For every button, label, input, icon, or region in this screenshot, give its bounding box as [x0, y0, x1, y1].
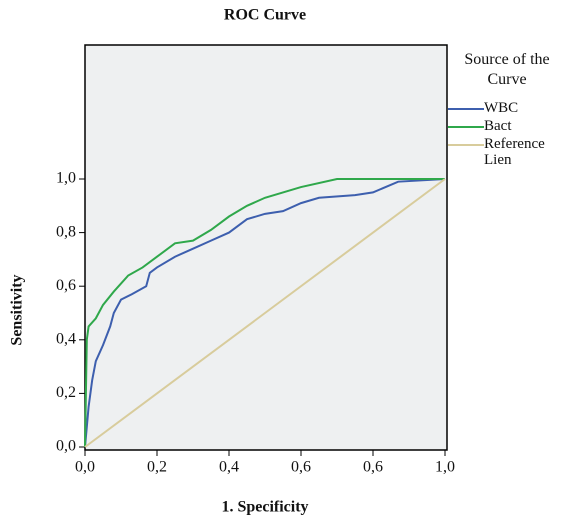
legend-label: Bact — [484, 118, 512, 134]
chart-title: ROC Curve — [224, 7, 306, 24]
y-tick-label: 0,4 — [56, 330, 76, 347]
y-tick-label: 0,0 — [56, 438, 76, 455]
legend-title: Source of the Curve — [464, 51, 550, 88]
legend-label: WBC — [484, 100, 519, 116]
y-tick-label: 1,0 — [56, 170, 76, 187]
y-tick-label: 0,2 — [56, 384, 76, 401]
legend-label: Reference Lien — [484, 136, 545, 168]
x-tick-label: 0,4 — [219, 459, 239, 476]
roc-line — [84, 178, 446, 448]
x-tick-label: 0,2 — [147, 459, 167, 476]
roc-line — [84, 178, 446, 448]
legend-swatch — [448, 108, 484, 110]
x-tick-label: 1,0 — [435, 459, 455, 476]
y-tick-label: 0,6 — [56, 277, 76, 294]
legend-swatch — [448, 126, 484, 128]
roc-line — [84, 178, 445, 448]
plot-area — [84, 44, 448, 451]
x-tick-label: 0,6 — [291, 459, 311, 476]
legend-swatch — [448, 144, 484, 146]
x-tick-label: 0,0 — [75, 459, 95, 476]
y-tick-label: 0,8 — [56, 223, 76, 240]
x-tick-label: 0,6 — [363, 459, 383, 476]
y-axis-label: Sensitivity — [9, 274, 26, 345]
x-axis-label: 1. Specificity — [221, 499, 308, 516]
